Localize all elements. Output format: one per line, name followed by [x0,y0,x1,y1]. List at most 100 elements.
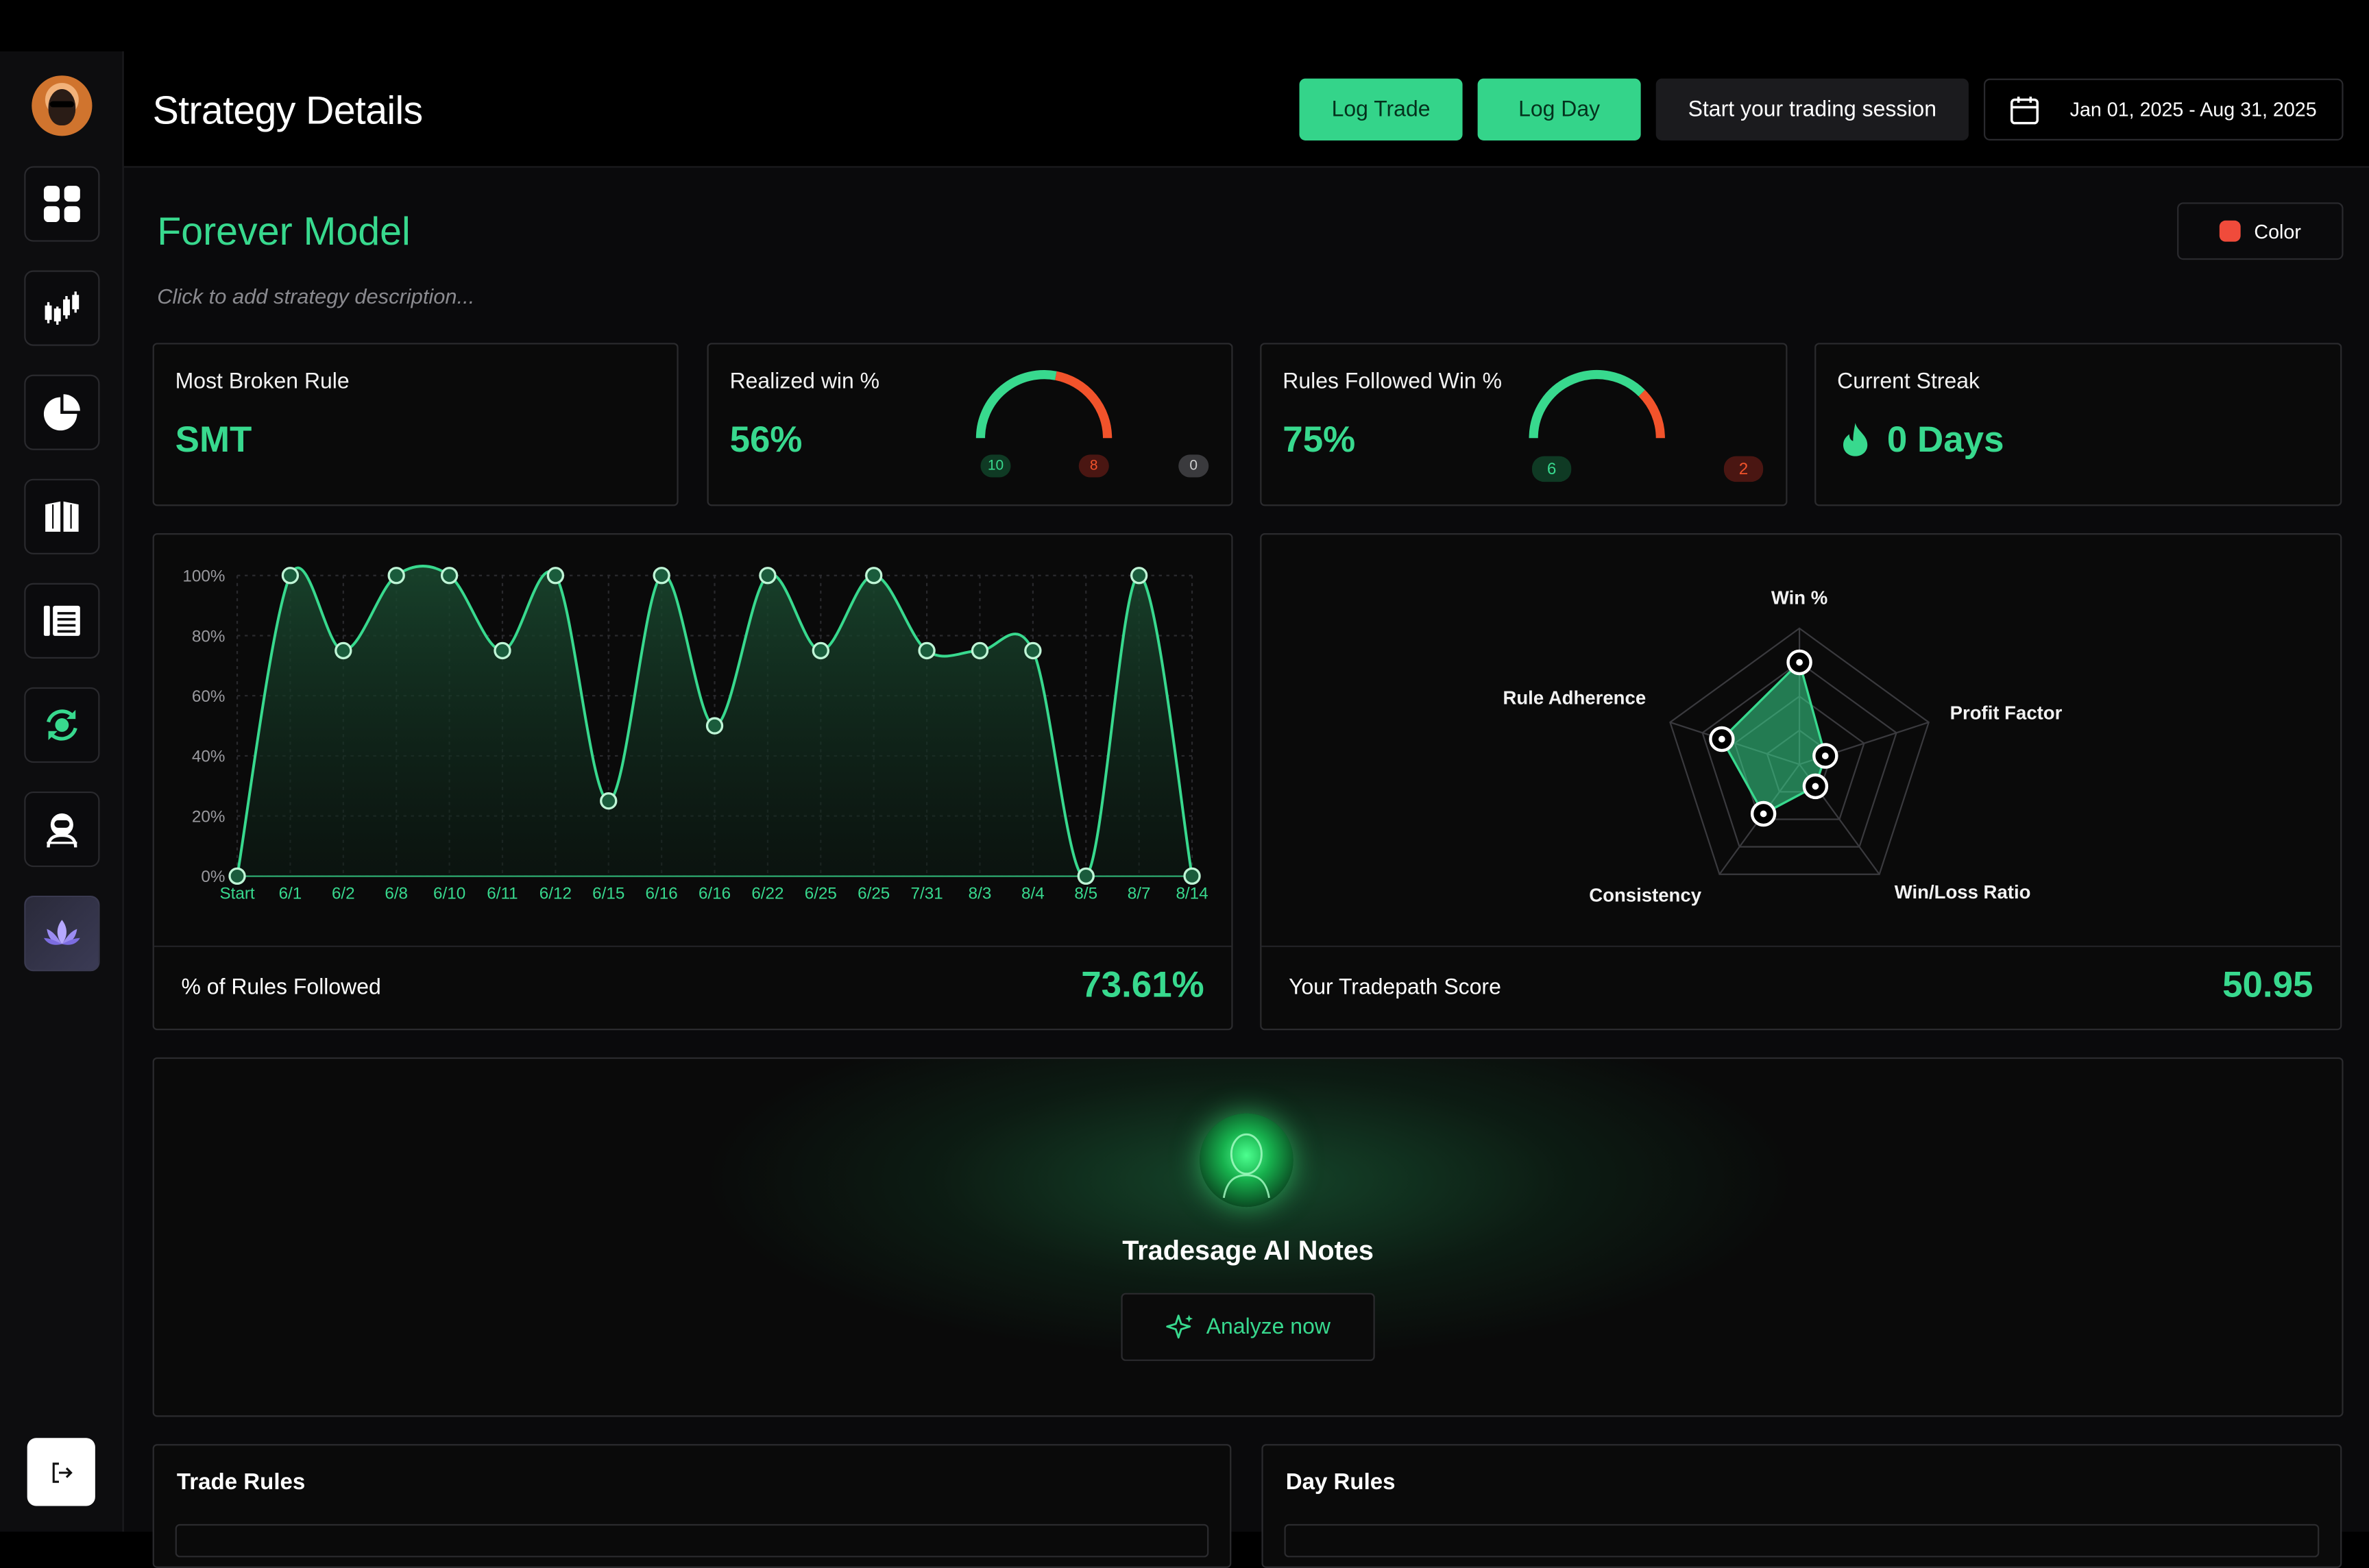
log-trade-button[interactable]: Log Trade [1299,78,1463,140]
x-tick-label: 6/1 [279,884,302,903]
stat-label: Realized win % [729,370,880,395]
gauge-win-arc [1529,370,1645,439]
trade-rules-title: Trade Rules [176,1469,306,1496]
color-swatch [2219,220,2241,242]
book-open-icon [45,501,79,532]
radar-data-point-center [1821,752,1829,759]
window-top-strip [0,0,2369,51]
color-button[interactable]: Color [2177,202,2344,260]
breakeven-pill: 0 [1178,454,1209,478]
ai-avatar [1200,1113,1293,1208]
logout-icon [51,1462,72,1482]
day-rules-title: Day Rules [1285,1469,1396,1496]
date-range-picker[interactable]: Jan 01, 2025 - Aug 31, 2025 [1983,78,2344,140]
day-rules-list [1284,1523,2320,1558]
gauge-loss-arc [1054,371,1113,439]
sidebar-item-journal[interactable] [24,583,100,659]
analyze-now-button[interactable]: Analyze now [1121,1293,1375,1361]
wins-pill: 10 [980,454,1011,478]
stat-value: 0 Days [1886,419,2004,461]
start-session-button[interactable]: Start your trading session [1655,78,1969,140]
astronaut-icon [47,813,77,848]
chart-data-point [1077,867,1095,885]
sidebar-item-zen[interactable] [24,896,100,972]
divider [154,945,1232,947]
realized-win-gauge [975,370,1113,439]
ai-notes-title: Tradesage AI Notes [1122,1235,1374,1266]
y-tick-label: 20% [192,807,226,826]
radar-data-point-center [1796,659,1803,666]
main-content: Strategy Details Log Trade Log Day Start… [123,51,2369,1568]
trade-rules-card: Trade Rules [152,1444,1232,1568]
chart-data-point [281,567,300,585]
chart-data-point [335,641,352,660]
x-tick-label: 6/25 [858,884,890,903]
x-tick-label: 8/7 [1128,884,1151,903]
x-tick-label: 6/22 [751,884,783,903]
divider [1261,945,2341,947]
color-button-label: Color [2254,219,2301,243]
stat-label: Rules Followed Win % [1283,370,1503,395]
stat-value: SMT [175,419,252,461]
chart-area-fill [237,566,1193,877]
y-tick-label: 100% [182,567,225,586]
page-title: Strategy Details [152,87,424,133]
pie-chart-icon [43,394,80,431]
stat-value: 56% [729,419,803,461]
sparkles-icon [1167,1314,1193,1338]
strategy-name[interactable]: Forever Model [157,208,411,254]
avatar[interactable] [32,75,93,136]
y-tick-label: 60% [192,687,226,706]
chart-data-point [759,567,777,585]
tradepath-radar-chart: Win % Profit Factor Win/Loss Ratio Consiste… [1503,587,2063,906]
strategy-description[interactable]: Click to add strategy description... [157,284,475,308]
radar-data-point-center [1718,735,1725,743]
header: Strategy Details Log Trade Log Day Start… [123,51,2369,168]
sidebar-item-mentor[interactable] [24,791,100,868]
chart-data-point [546,567,565,585]
sidebar-item-trades[interactable] [24,270,100,346]
stat-value: 75% [1283,419,1356,461]
logout-button[interactable] [27,1438,95,1506]
chart-data-point [600,792,618,810]
chart-data-point [865,567,883,585]
calendar-icon [2010,95,2039,124]
day-rules-card: Day Rules [1261,1444,2342,1568]
x-tick-label: 6/16 [698,884,731,903]
tradepath-score-value: 50.95 [2222,965,2313,1006]
x-tick-label: 8/14 [1176,884,1208,903]
stat-label: Current Streak [1837,370,1980,395]
lotus-icon [43,920,80,945]
chart-data-point [440,567,459,585]
wins-pill: 6 [1531,456,1572,482]
chart-data-point [653,567,670,585]
radar-series-area [1720,660,1827,816]
sidebar [0,51,124,1532]
radar-axis-label: Profit Factor [1950,702,2063,724]
x-tick-label: 6/16 [646,884,678,903]
rules-followed-label: % of Rules Followed [181,975,381,1001]
stat-label: Most Broken Rule [175,370,350,395]
trade-rules-list [175,1523,1209,1558]
chart-data-point [1183,867,1201,885]
newspaper-icon [43,605,80,636]
grid-icon [43,186,80,223]
sidebar-item-reports[interactable] [24,374,100,450]
log-day-button[interactable]: Log Day [1477,78,1641,140]
chart-data-point [228,867,246,885]
radar-axis-label: Win/Loss Ratio [1895,881,2031,903]
radar-data-point-center [1812,783,1819,790]
radar-axis-label: Win % [1771,587,1827,609]
radar-axis-label: Consistency [1589,884,1701,905]
y-tick-label: 80% [192,627,226,646]
x-tick-label: 8/3 [969,884,992,903]
sidebar-item-replay[interactable] [24,687,100,763]
stat-card-most-broken-rule: Most Broken Rule SMT [152,343,679,506]
sidebar-item-dashboard[interactable] [24,166,100,242]
sync-icon [46,709,77,741]
chart-data-point [1130,567,1148,585]
flame-icon [1843,423,1868,456]
radar-axis-label: Rule Adherence [1503,687,1646,709]
sidebar-item-playbook[interactable] [24,478,100,554]
x-tick-label: 6/12 [539,884,572,903]
